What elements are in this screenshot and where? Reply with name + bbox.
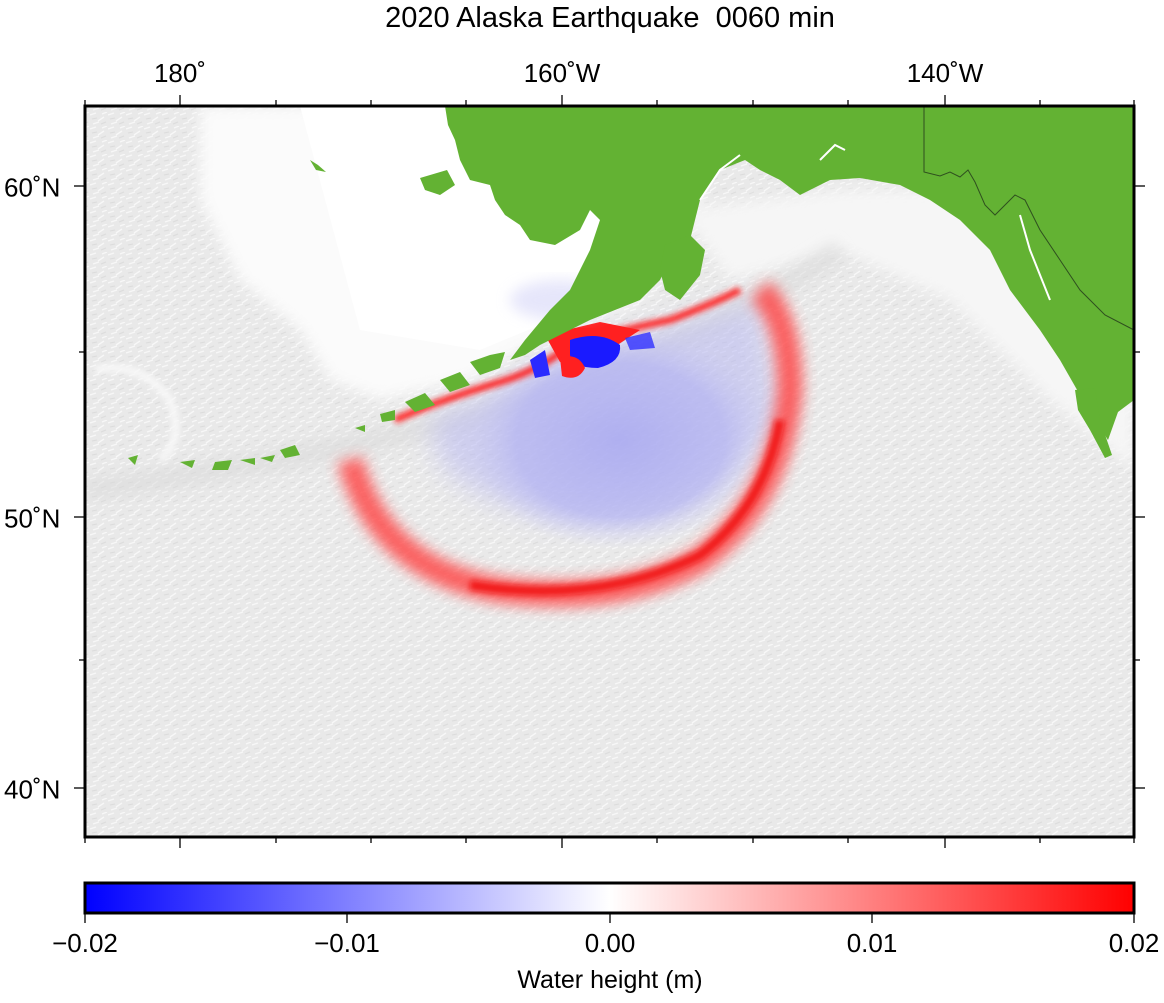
map-title: 2020 Alaska Earthquake 0060 min: [385, 2, 835, 34]
x-tick-label-180: 180˚: [153, 58, 207, 88]
land-mass: [128, 106, 1134, 470]
colorbar-tick-label: 0.02: [1108, 928, 1160, 958]
x-axis-ticks: [84, 95, 1135, 848]
colorbar-ticks: [84, 913, 1135, 923]
colorbar-tick-label: −0.01: [314, 928, 380, 958]
y-tick-label-60n: 60˚N: [4, 172, 61, 203]
x-tick-label-160w: 160˚W: [523, 58, 601, 88]
x-tick-label-140w: 140˚W: [906, 58, 984, 88]
inlets: [699, 143, 1051, 301]
colorbar-tick-label: 0.00: [584, 928, 636, 958]
colorbar-tick-label: 0.01: [846, 928, 898, 958]
map-frame: [83, 104, 1136, 839]
y-tick-label-50n: 50˚N: [4, 503, 61, 534]
us-canada-border: [923, 106, 1135, 331]
y-axis-ticks: [74, 185, 1145, 789]
colorbar: [83, 881, 1136, 915]
tsunami-wavefield: [337, 280, 804, 607]
colorbar-tick-label: −0.02: [52, 928, 118, 958]
colorbar-title: Water height (m): [517, 966, 703, 994]
y-tick-label-40n: 40˚N: [4, 774, 61, 805]
